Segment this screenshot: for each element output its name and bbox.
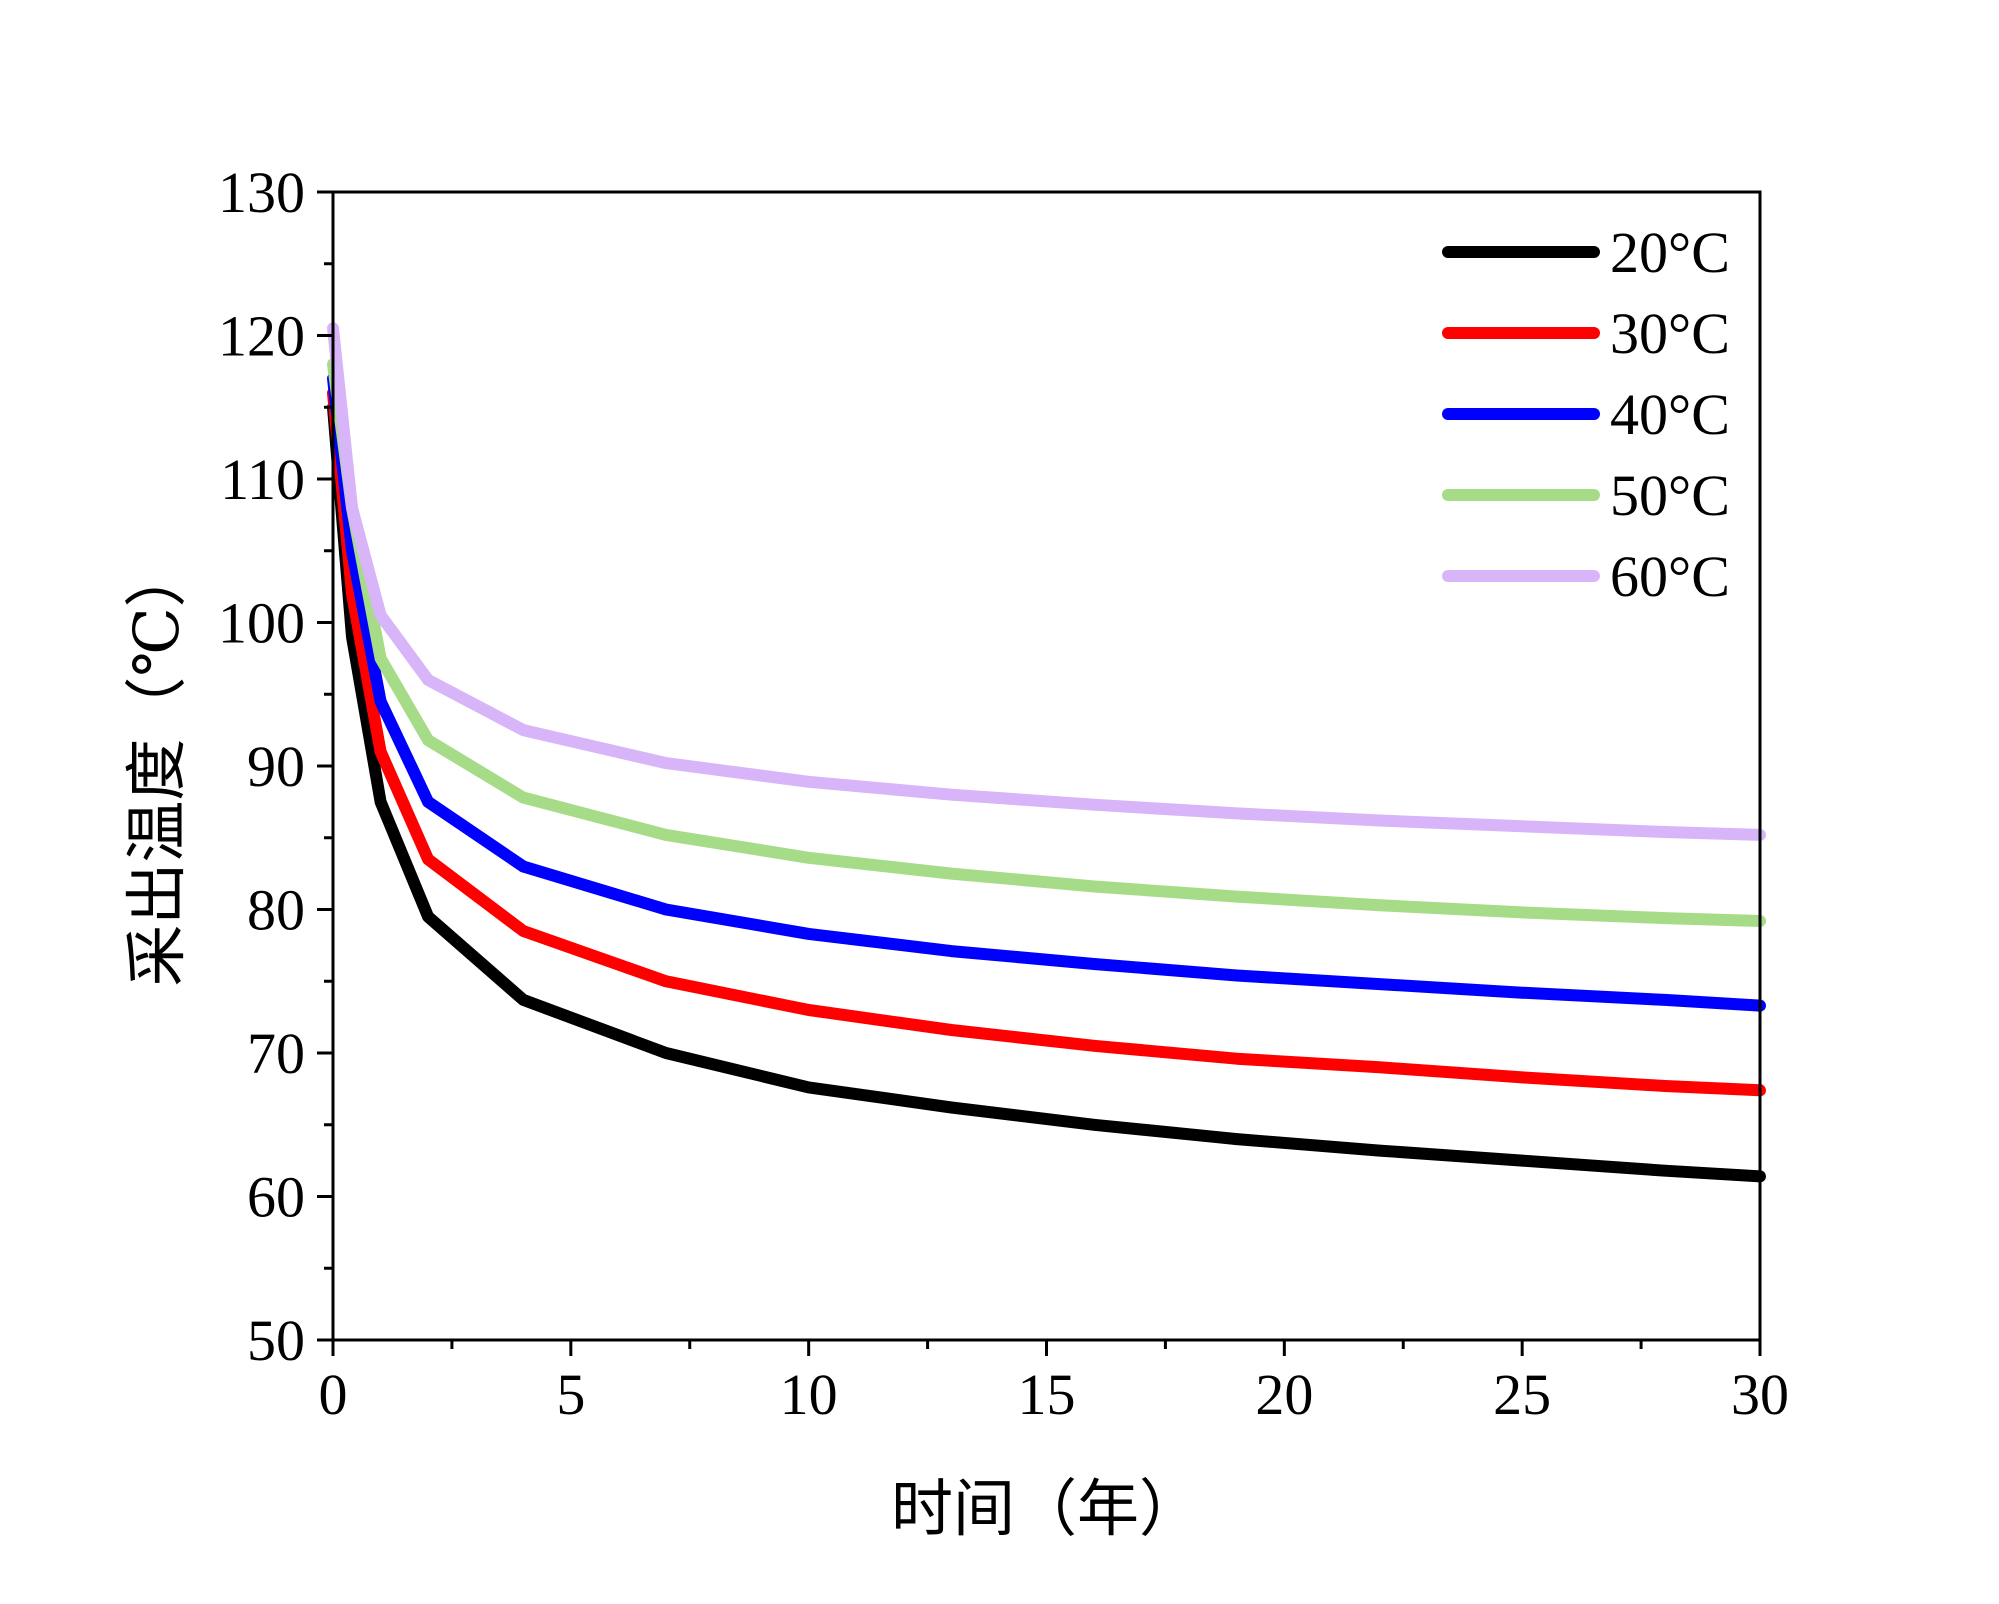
series-line-1 [327,386,1766,1097]
y-tick-label: 90 [247,734,305,799]
y-tick-label: 100 [218,591,305,656]
x-tick-label: 30 [1731,1362,1789,1427]
x-tick-label: 5 [556,1362,585,1427]
series-layer [327,322,1766,1183]
y-tick-label: 80 [247,878,305,943]
legend-label: 60°C [1610,544,1730,609]
x-axis-label: 时间（年） [891,1476,1201,1544]
y-tick-label: 70 [247,1021,305,1086]
series-line-3 [327,358,1766,927]
series-line-0 [327,401,1766,1183]
series-line-4 [327,322,1766,841]
y-axis-label: 采出温度（℃） [124,545,192,986]
x-tick-label: 20 [1255,1362,1313,1427]
y-tick-label: 110 [220,447,305,512]
y-tick-label: 60 [247,1165,305,1230]
series-line-2 [327,372,1766,1012]
legend-label: 50°C [1610,463,1730,528]
legend: 20°C 30°C 40°C 50°C 60°C [1442,220,1730,609]
x-tick-label: 0 [319,1362,348,1427]
y-tick-label: 120 [218,304,305,369]
legend-label: 30°C [1610,301,1730,366]
legend-label: 20°C [1610,220,1730,285]
ticks-layer: 0 5 10 15 20 25 30 50 60 70 80 90 100 110 120 130 [218,160,1789,1427]
x-tick-label: 15 [1018,1362,1076,1427]
y-tick-label: 50 [247,1308,305,1373]
x-tick-label: 10 [780,1362,838,1427]
y-tick-label: 130 [218,160,305,225]
x-tick-label: 25 [1493,1362,1551,1427]
legend-label: 40°C [1610,382,1730,447]
